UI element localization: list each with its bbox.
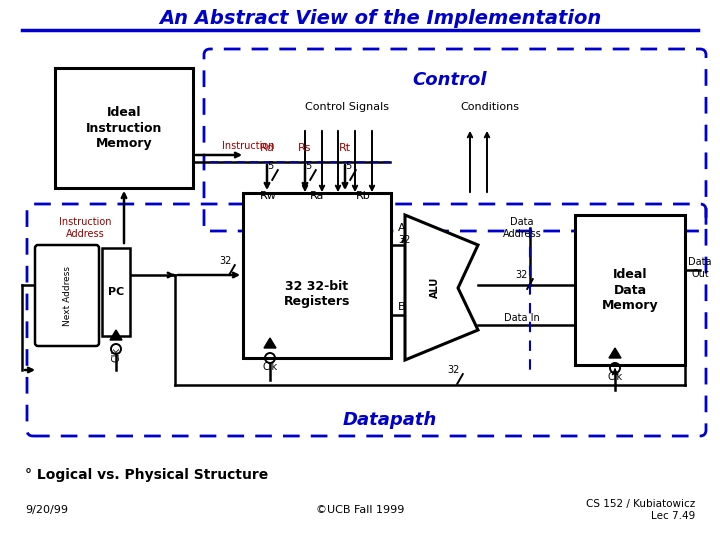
Text: B: B bbox=[398, 302, 405, 312]
Text: Rt: Rt bbox=[339, 143, 351, 153]
Text: 9/20/99: 9/20/99 bbox=[25, 505, 68, 515]
Text: Clk: Clk bbox=[111, 347, 121, 362]
Text: Data
Out: Data Out bbox=[688, 257, 712, 279]
Text: Rd: Rd bbox=[260, 143, 274, 153]
Text: Data In: Data In bbox=[504, 313, 540, 323]
Text: ° Logical vs. Physical Structure: ° Logical vs. Physical Structure bbox=[25, 468, 269, 482]
Text: Control: Control bbox=[413, 71, 487, 89]
Text: Ideal
Data
Memory: Ideal Data Memory bbox=[602, 268, 658, 312]
Text: 5: 5 bbox=[345, 161, 351, 171]
Text: Rs: Rs bbox=[298, 143, 312, 153]
Text: Clk: Clk bbox=[608, 372, 623, 382]
Bar bbox=[55, 68, 193, 188]
Bar bbox=[243, 193, 391, 358]
Text: Conditions: Conditions bbox=[461, 102, 520, 112]
Text: Rb: Rb bbox=[356, 191, 370, 201]
Text: Data
Address: Data Address bbox=[503, 217, 541, 239]
Polygon shape bbox=[264, 338, 276, 348]
Text: 32: 32 bbox=[398, 235, 410, 245]
Text: 32: 32 bbox=[448, 365, 460, 375]
Text: An Abstract View of the Implementation: An Abstract View of the Implementation bbox=[159, 9, 601, 28]
Bar bbox=[575, 215, 685, 365]
Text: Ra: Ra bbox=[310, 191, 324, 201]
Text: 32 32-bit
Registers: 32 32-bit Registers bbox=[284, 280, 350, 307]
Text: ALU: ALU bbox=[430, 276, 440, 298]
Text: Ideal
Instruction
Memory: Ideal Instruction Memory bbox=[86, 106, 162, 150]
Text: Next Address: Next Address bbox=[63, 266, 71, 326]
Text: 32: 32 bbox=[219, 256, 231, 266]
Text: Clk: Clk bbox=[262, 362, 278, 372]
FancyBboxPatch shape bbox=[35, 245, 99, 346]
Polygon shape bbox=[609, 348, 621, 358]
Text: Rw: Rw bbox=[260, 191, 276, 201]
Text: Instruction: Instruction bbox=[222, 141, 274, 151]
Text: PC: PC bbox=[108, 287, 124, 297]
Text: Datapath: Datapath bbox=[343, 411, 437, 429]
Text: A: A bbox=[398, 223, 405, 233]
Text: Instruction
Address: Instruction Address bbox=[59, 217, 112, 239]
Text: Control Signals: Control Signals bbox=[305, 102, 389, 112]
Text: CS 152 / Kubiatowicz
Lec 7.49: CS 152 / Kubiatowicz Lec 7.49 bbox=[586, 499, 695, 521]
Text: 5: 5 bbox=[305, 161, 311, 171]
Text: 5: 5 bbox=[267, 161, 273, 171]
Bar bbox=[102, 248, 130, 336]
Text: 32: 32 bbox=[516, 270, 528, 280]
Polygon shape bbox=[110, 330, 122, 340]
Polygon shape bbox=[405, 215, 478, 360]
Text: ©UCB Fall 1999: ©UCB Fall 1999 bbox=[316, 505, 404, 515]
